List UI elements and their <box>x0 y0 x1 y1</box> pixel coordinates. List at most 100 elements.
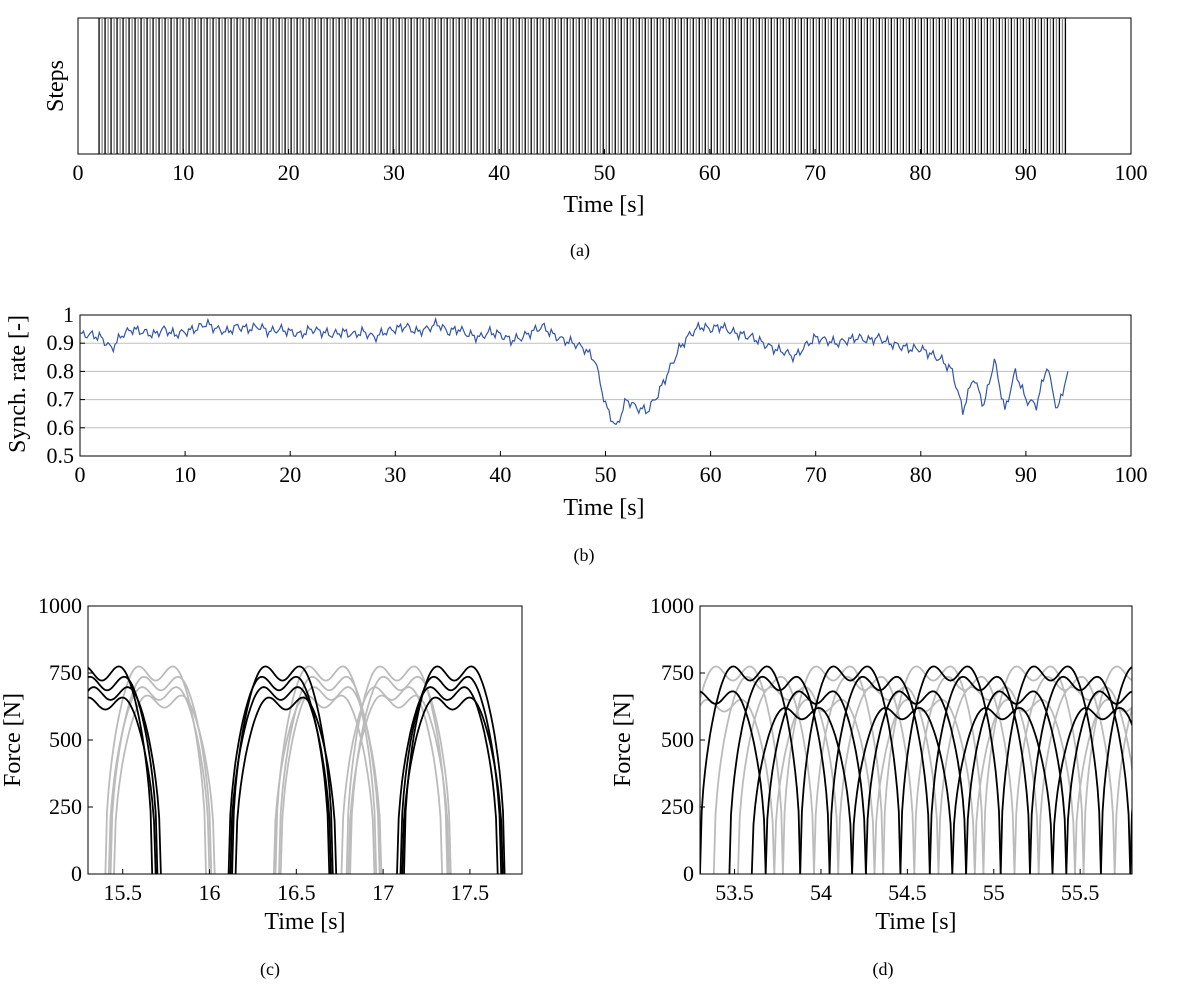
force-curve <box>113 694 216 874</box>
x-tick-label: 40 <box>488 160 510 185</box>
force-curve <box>764 690 867 874</box>
x-tick-label: 17 <box>372 880 394 905</box>
panel-b-y-label: Synch. rate [-] <box>5 315 31 453</box>
x-tick-label: 40 <box>489 462 511 487</box>
panel-c-y-label: Force [N] <box>0 693 26 787</box>
y-tick-label: 0.6 <box>47 415 75 440</box>
y-tick-label: 750 <box>49 660 82 685</box>
panel-a-steps-raster: 0 10 20 30 40 50 60 70 80 90 100 Time [s] Steps (a… <box>43 17 1148 261</box>
force-curve <box>899 665 1002 874</box>
x-tick-label: 50 <box>594 160 616 185</box>
x-tick-label: 54.5 <box>888 880 927 905</box>
panel-a-caption: (a) <box>570 240 590 261</box>
x-tick-label: 0 <box>75 462 86 487</box>
force-curve <box>1065 690 1132 874</box>
force-curve <box>399 675 503 874</box>
force-curve <box>88 686 162 874</box>
x-tick-label: 30 <box>384 462 406 487</box>
x-tick-label: 70 <box>804 160 826 185</box>
panel-d-y-ticks: 0 250 500 750 1000 <box>650 593 705 886</box>
y-tick-label: 1 <box>63 302 74 327</box>
x-tick-label: 20 <box>278 160 300 185</box>
y-tick-label: 250 <box>661 794 694 819</box>
force-curve <box>349 675 452 874</box>
panel-c-force-curves <box>88 665 506 874</box>
x-tick-label: 20 <box>279 462 301 487</box>
y-tick-label: 0 <box>71 861 82 886</box>
force-curve <box>965 690 1068 874</box>
force-curve <box>279 686 383 874</box>
panel-d-force-unsynchronised: 53.5 54 54.5 55 55.5 0 250 500 750 1000 Time [s]… <box>610 593 1133 980</box>
force-curve <box>951 706 1054 874</box>
force-curve <box>1113 704 1132 874</box>
panel-b-caption: (b) <box>574 545 595 566</box>
y-tick-label: 0.9 <box>47 330 75 355</box>
y-tick-label: 250 <box>49 794 82 819</box>
x-tick-label: 60 <box>699 160 721 185</box>
panel-d-x-label: Time [s] <box>875 909 956 935</box>
force-curve <box>799 665 902 874</box>
force-curve <box>403 665 506 874</box>
panel-b-x-ticks: 0 10 20 30 40 50 60 70 80 90 100 <box>75 451 1148 487</box>
panel-c-x-ticks: 15.5 16 16.5 17 17.5 <box>103 869 489 905</box>
x-tick-label: 90 <box>1015 462 1037 487</box>
y-tick-label: 500 <box>49 727 82 752</box>
panel-b-frame <box>79 314 1132 457</box>
x-tick-label: 10 <box>174 462 196 487</box>
step-markers <box>98 18 1067 154</box>
force-curve <box>107 686 211 874</box>
force-curve <box>347 694 450 874</box>
force-curve <box>700 665 784 874</box>
y-tick-label: 0.5 <box>47 443 75 468</box>
force-curve <box>999 665 1102 874</box>
panel-a-x-ticks: 0 10 20 30 40 50 60 70 80 90 100 <box>73 149 1148 185</box>
y-tick-label: 0 <box>683 861 694 886</box>
panel-d-x-ticks: 53.5 54 54.5 55 55.5 <box>715 869 1099 905</box>
force-curve <box>231 665 334 874</box>
x-tick-label: 50 <box>595 462 617 487</box>
x-tick-label: 30 <box>383 160 405 185</box>
force-curve <box>1051 706 1132 874</box>
x-tick-label: 17.5 <box>451 880 490 905</box>
force-curve <box>234 696 338 874</box>
x-tick-label: 10 <box>172 160 194 185</box>
force-curve <box>750 706 853 874</box>
force-curve <box>272 694 376 874</box>
force-curve <box>1100 666 1132 874</box>
force-curve <box>1082 665 1132 874</box>
x-tick-label: 100 <box>1115 160 1148 185</box>
y-tick-label: 0.7 <box>47 387 75 412</box>
x-tick-label: 53.5 <box>715 880 754 905</box>
x-tick-label: 100 <box>1115 462 1148 487</box>
x-tick-label: 15.5 <box>103 880 142 905</box>
panel-c-caption: (c) <box>260 959 280 980</box>
x-tick-label: 55.5 <box>1061 880 1100 905</box>
force-curve <box>88 665 154 874</box>
force-curve <box>782 665 885 874</box>
panel-b-synch-rate: 0 10 20 30 40 50 60 70 80 90 100 0.50.60.70.80.91 … <box>5 302 1148 566</box>
y-tick-label: 750 <box>661 660 694 685</box>
force-curve <box>340 686 443 874</box>
x-tick-label: 54 <box>810 880 832 905</box>
force-curve <box>982 665 1085 874</box>
x-tick-label: 0 <box>73 160 84 185</box>
force-curve <box>1129 801 1132 874</box>
panel-d-caption: (d) <box>873 959 894 980</box>
force-curve <box>88 696 157 874</box>
x-tick-label: 70 <box>805 462 827 487</box>
force-curve <box>700 665 802 874</box>
panel-b-x-label: Time [s] <box>563 495 644 521</box>
x-tick-label: 16 <box>199 880 221 905</box>
synch-rate-line <box>79 316 1069 426</box>
x-tick-label: 80 <box>909 160 931 185</box>
y-tick-label: 0.8 <box>47 358 75 383</box>
panel-c-frame <box>87 605 523 875</box>
panel-d-force-curves <box>700 665 1132 874</box>
x-tick-label: 80 <box>910 462 932 487</box>
panel-c-y-ticks: 0 250 500 750 1000 <box>38 593 93 886</box>
force-curve <box>865 690 967 874</box>
force-curve <box>700 690 767 874</box>
panel-c-x-label: Time [s] <box>264 909 345 935</box>
force-curve <box>396 686 499 874</box>
